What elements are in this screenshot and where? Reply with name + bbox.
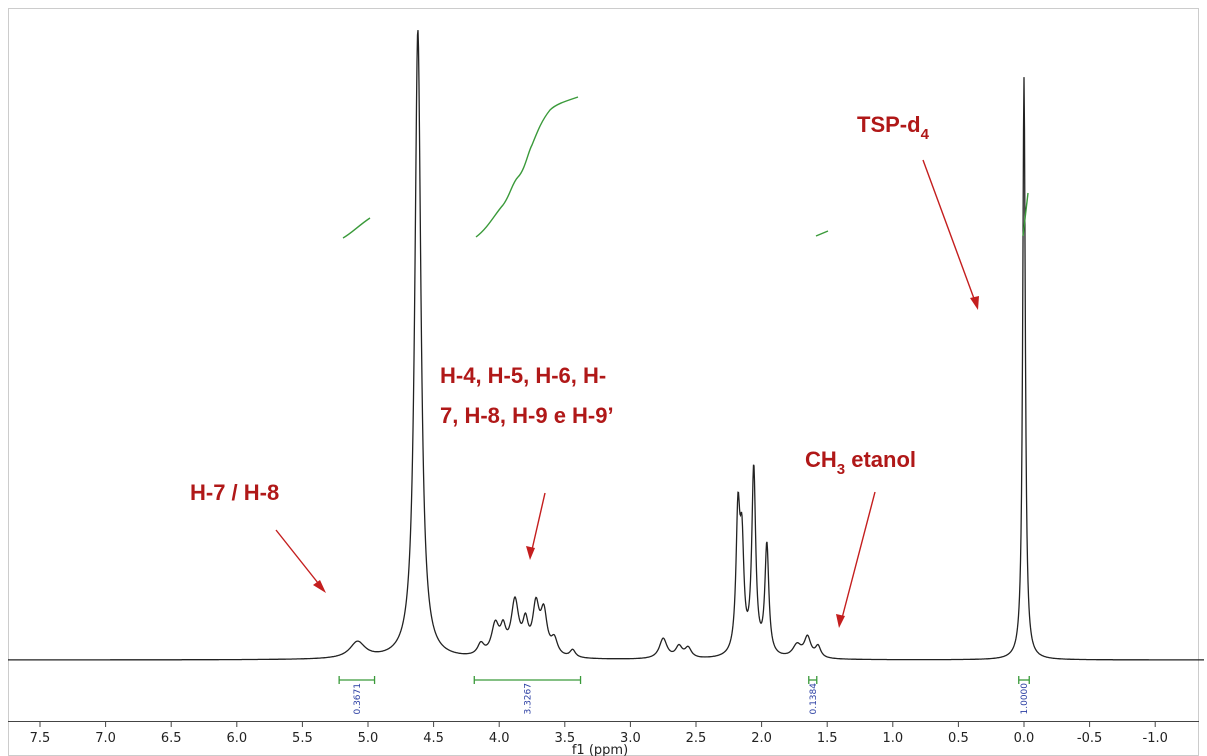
x-tick-label: 7.5 <box>30 731 51 746</box>
x-tick-label: 4.5 <box>423 731 444 746</box>
annotation-arrow-h4 <box>530 492 546 555</box>
x-tick-label: 1.5 <box>817 731 838 746</box>
integral-bars: 0.3671 3.3267 0.1384 1.0000 <box>338 676 1030 715</box>
annotation-ch3-rest: etanol <box>845 447 916 472</box>
x-tick-label: -1.0 <box>1143 731 1168 746</box>
annotation-arrow-h7-h8 <box>275 529 323 589</box>
annotation-arrow-ch3 <box>840 491 876 623</box>
annotation-arrow-tsp <box>922 159 977 305</box>
integral-value-label: 0.1384 <box>809 683 819 715</box>
x-tick-label: 6.5 <box>161 731 182 746</box>
x-tick-label: 1.0 <box>882 731 903 746</box>
annotation-tsp-d4: TSP-d4 <box>857 112 930 143</box>
x-tick-label: 0.0 <box>1014 731 1035 746</box>
integral-value-label: 3.3267 <box>523 683 533 715</box>
x-tick-label: 0.5 <box>948 731 969 746</box>
annotation-h7-h8: H-7 / H-8 <box>190 480 279 505</box>
x-tick-label: 7.0 <box>95 731 116 746</box>
annotations: H-7 / H-8 H-4, H-5, H-6, H- 7, H-8, H-9 … <box>190 112 979 628</box>
x-tick-label: -0.5 <box>1077 731 1102 746</box>
x-axis-ticks: 7.5 7.0 6.5 6.0 5.5 5.0 4.5 4.0 3.5 3.0 2.5 2.0 1.5 1… <box>30 721 1168 746</box>
x-tick-label: 2.5 <box>686 731 707 746</box>
integral-value-label: 1.0000 <box>1020 683 1030 715</box>
integral-curve <box>342 217 371 239</box>
arrow-head <box>970 296 979 310</box>
arrow-head <box>836 614 845 628</box>
annotation-h4-line1: H-4, H-5, H-6, H- <box>440 363 606 388</box>
x-tick-label: 5.0 <box>358 731 379 746</box>
x-tick-label: 2.0 <box>751 731 772 746</box>
integral-value-label: 0.3671 <box>353 683 363 715</box>
integral-curve <box>815 230 829 237</box>
integral-curve <box>475 96 579 238</box>
spectrum-line <box>8 30 1204 661</box>
x-tick-label: 6.0 <box>226 731 247 746</box>
annotation-tsp-base: TSP-d <box>857 112 921 137</box>
arrow-head <box>526 546 535 560</box>
integral-curves <box>342 96 1029 239</box>
integral-curve <box>1022 192 1029 237</box>
annotation-ch3-sub: 3 <box>837 461 845 478</box>
arrow-head <box>313 580 326 593</box>
annotation-ch3-etanol: CH3 etanol <box>805 447 916 478</box>
x-axis-title: f1 (ppm) <box>572 743 628 756</box>
annotation-h4-line2: 7, H-8, H-9 e H-9’ <box>440 403 614 428</box>
x-tick-label: 4.0 <box>489 731 510 746</box>
annotation-tsp-sub: 4 <box>921 126 930 143</box>
x-tick-label: 5.5 <box>292 731 313 746</box>
annotation-ch3-base: CH <box>805 447 837 472</box>
x-tick-label: 3.0 <box>620 731 641 746</box>
x-tick-label: 3.5 <box>554 731 575 746</box>
